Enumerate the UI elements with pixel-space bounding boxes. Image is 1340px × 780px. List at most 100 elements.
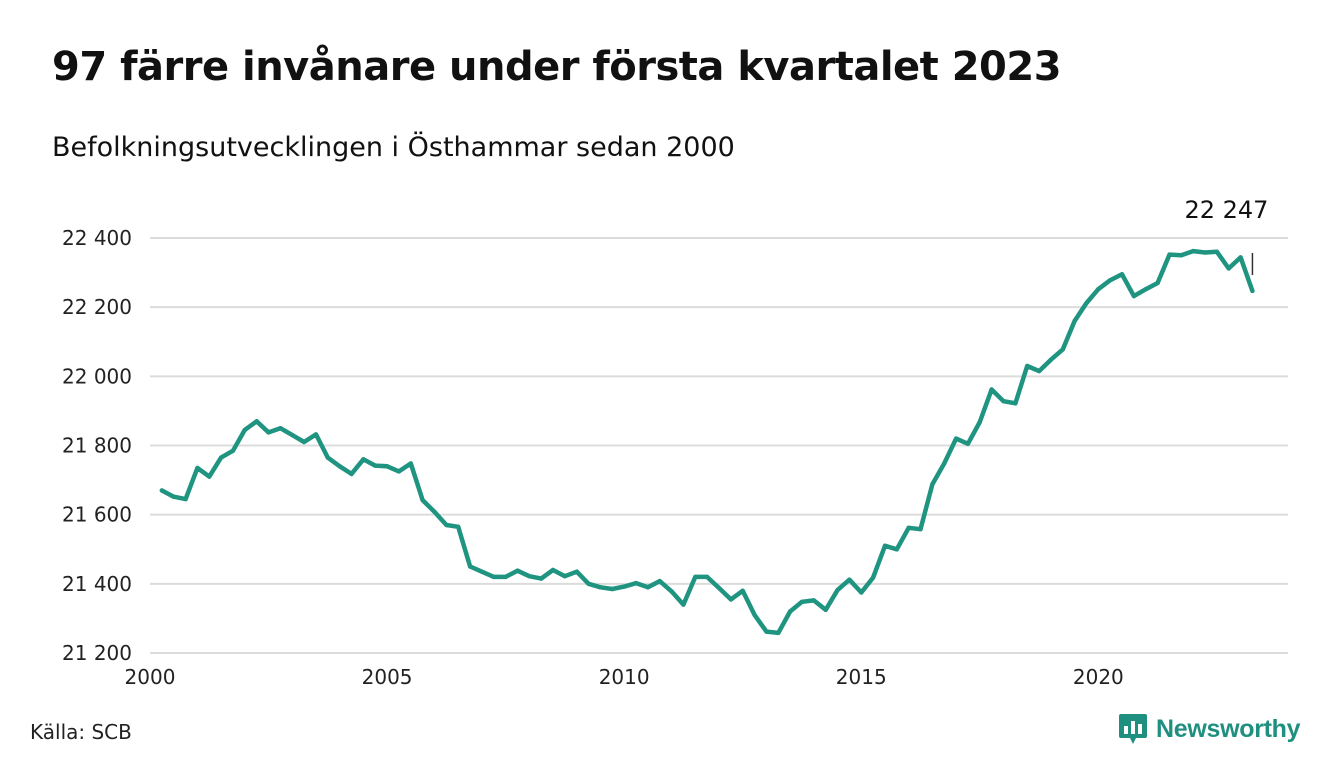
data-point (645, 585, 651, 590)
data-point (491, 574, 496, 580)
data-point (503, 574, 508, 580)
data-point (1048, 357, 1054, 362)
data-point (266, 430, 271, 435)
data-point (740, 588, 745, 593)
data-point (527, 574, 532, 579)
series-points-0 (159, 248, 1255, 636)
data-point (301, 439, 307, 445)
data-point (574, 569, 579, 574)
data-point (1025, 363, 1030, 369)
data-point (823, 607, 828, 612)
data-point (230, 448, 236, 453)
data-point (752, 612, 757, 618)
data-point (195, 465, 200, 471)
data-point (989, 387, 994, 392)
data-point (598, 585, 603, 590)
data-point (811, 598, 816, 603)
y-axis-tick-labels: 21 200 21 400 21 600 21 800 22 000 22 200 22 4… (62, 226, 132, 665)
data-point (1084, 300, 1089, 306)
y-tick-label: 21 800 (62, 434, 132, 458)
data-point (787, 609, 793, 614)
data-point (171, 494, 176, 499)
data-point (373, 463, 378, 468)
data-point (847, 577, 852, 582)
data-point (776, 630, 781, 636)
data-point (835, 587, 840, 593)
brand-logo[interactable]: Newsworthy (1118, 712, 1301, 746)
data-point (420, 497, 425, 503)
data-point (1143, 287, 1149, 292)
data-point (728, 597, 734, 602)
data-point (1191, 248, 1196, 254)
data-point (290, 432, 295, 438)
data-point (254, 419, 259, 424)
data-point (1013, 401, 1018, 406)
brand-name: Newsworthy (1156, 714, 1301, 743)
data-point (586, 581, 591, 586)
x-tick-label: 2000 (125, 665, 176, 689)
data-point (977, 419, 982, 425)
data-point (515, 568, 520, 573)
data-point (467, 564, 473, 569)
gridlines (150, 237, 1288, 654)
bar-chart-speech-bubble-icon (1119, 714, 1147, 744)
y-tick-label: 21 200 (62, 641, 132, 665)
data-point (953, 436, 959, 441)
data-point (693, 574, 698, 580)
data-point (942, 461, 947, 466)
data-point (1119, 272, 1125, 277)
y-tick-label: 21 400 (62, 572, 132, 596)
data-point (313, 432, 319, 437)
data-point (361, 457, 366, 462)
data-point (1060, 347, 1066, 352)
data-point (550, 567, 556, 573)
data-point (396, 469, 402, 474)
data-point (704, 574, 710, 580)
data-point (716, 585, 722, 591)
data-point (965, 441, 971, 446)
data-point (657, 578, 662, 584)
data-point (1036, 368, 1042, 374)
y-tick-label: 22 400 (62, 226, 132, 250)
data-point (894, 547, 899, 552)
data-point (918, 527, 923, 532)
annotation-layer: 22 247 (1184, 196, 1268, 275)
series-layer (159, 248, 1255, 636)
y-tick-label: 22 000 (62, 364, 132, 388)
y-tick-label: 21 600 (62, 503, 132, 527)
data-point (432, 509, 437, 515)
data-point (408, 461, 413, 466)
data-point (384, 464, 390, 469)
data-point (218, 455, 224, 460)
data-point (859, 590, 864, 595)
data-point (479, 569, 485, 574)
x-tick-label: 2010 (599, 665, 650, 689)
data-point (622, 584, 627, 589)
page-title: 97 färre invånare under första kvartalet… (52, 44, 1062, 90)
data-point (1179, 253, 1184, 258)
data-point (278, 426, 283, 431)
data-point (1202, 250, 1208, 255)
data-point (1155, 280, 1160, 286)
data-point (1131, 293, 1137, 299)
data-point (337, 464, 342, 469)
data-point (1214, 249, 1220, 254)
data-point (882, 543, 888, 548)
data-point (1096, 287, 1101, 292)
data-point (349, 471, 354, 477)
data-point (242, 427, 247, 433)
data-point (207, 474, 212, 479)
data-point (1167, 252, 1172, 257)
data-point (633, 580, 639, 586)
data-point (1250, 288, 1255, 294)
x-tick-label: 2015 (836, 665, 887, 689)
data-point (764, 629, 769, 634)
data-point (1226, 266, 1231, 271)
last-value-annotation: 22 247 (1184, 196, 1268, 224)
data-point (930, 482, 935, 487)
data-point (325, 455, 330, 460)
data-point (1072, 318, 1077, 324)
data-point (870, 575, 876, 580)
y-tick-label: 22 200 (62, 295, 132, 319)
